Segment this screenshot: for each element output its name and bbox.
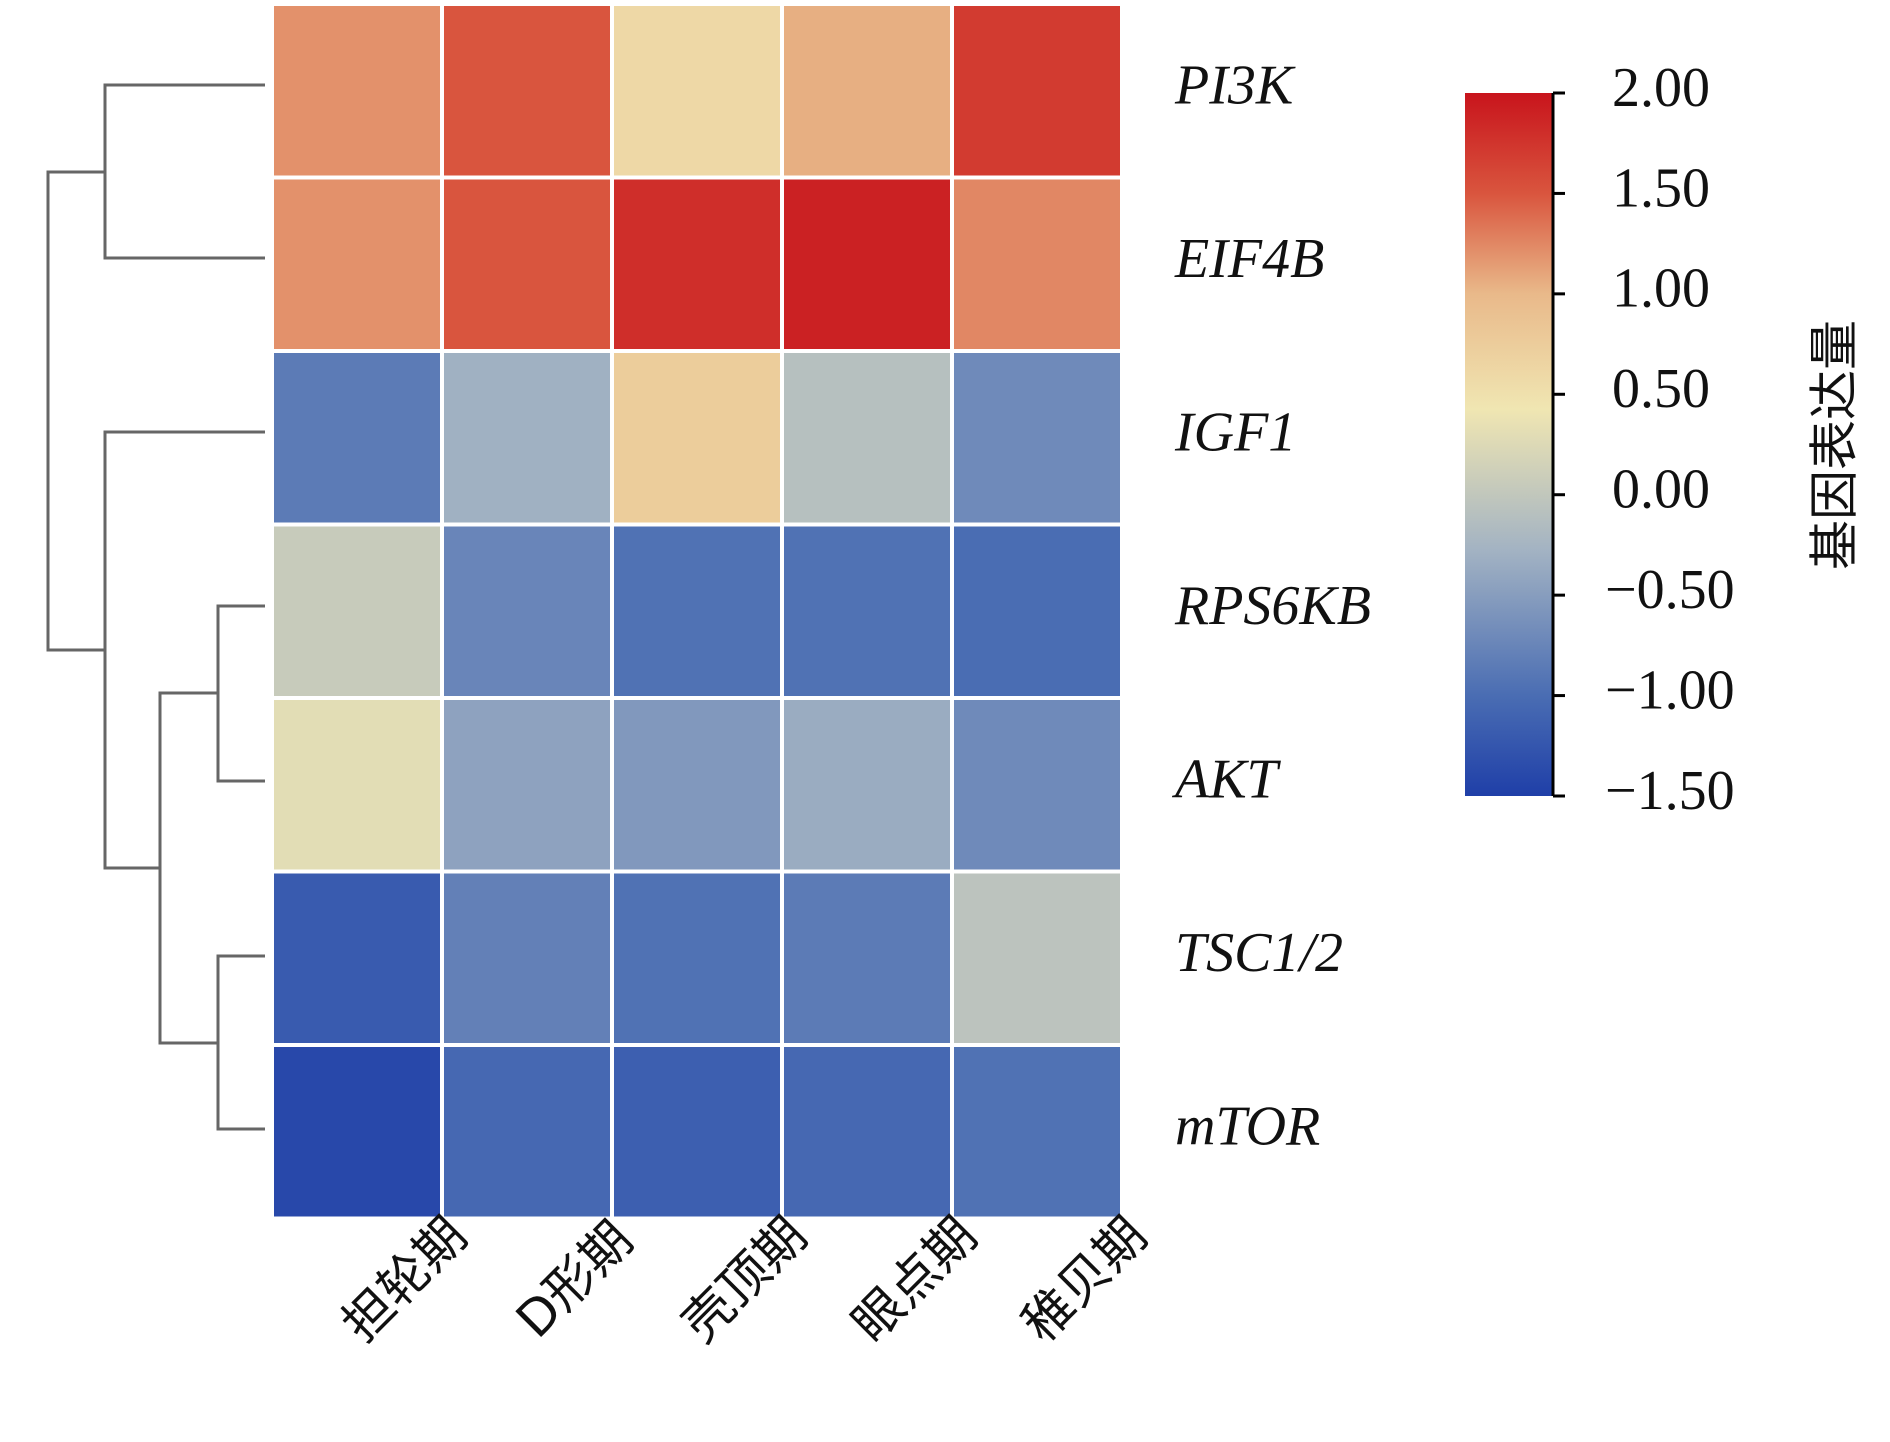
row-label: TSC1/2 [1175,922,1343,984]
heatmap-cell [784,873,950,1043]
heatmap-cell [614,526,780,696]
heatmap-cell [784,6,950,176]
heatmap-cell [954,179,1120,349]
heatmap-cell [614,179,780,349]
heatmap-cell [784,179,950,349]
colorbar-title: 基因表达量 [1806,320,1864,570]
heatmap-cell [954,526,1120,696]
column-label: 壳顶期 [671,1206,818,1353]
column-label: 稚贝期 [1011,1206,1158,1353]
heatmap-cell [274,700,440,870]
heatmap-cell [954,353,1120,523]
column-label: D形期 [505,1210,644,1349]
colorbar-gradient [1465,93,1553,796]
colorbar-tick-label: −1.00 [1605,659,1735,721]
colorbar: 2.00 1.50 1.00 0.50 0.00 −0.50 −1.00 −1.50 基因表达… [1465,57,1864,822]
heatmap-cell [444,700,610,870]
heatmap-cell [784,353,950,523]
dendrogram-line [103,83,265,260]
heatmap-cell [614,700,780,870]
row-label: IGF1 [1174,402,1296,464]
heatmap-cell [954,6,1120,176]
heatmap-cell [784,1047,950,1217]
heatmap-cell [954,700,1120,870]
heatmap-cell [444,353,610,523]
heatmap-cell [954,1047,1120,1217]
colorbar-tick-label: 2.00 [1612,57,1710,119]
dendrogram-line [46,170,105,652]
heatmap-cell [274,1047,440,1217]
row-label: mTOR [1175,1096,1320,1158]
colorbar-tick-label: 1.00 [1612,258,1710,320]
dendrogram-line [216,954,265,1131]
heatmap-cell [274,179,440,349]
row-label: EIF4B [1174,228,1324,290]
heatmap-cells [274,6,1120,1217]
heatmap-cell [444,873,610,1043]
dendrogram-line [158,691,218,1045]
colorbar-ticks: 2.00 1.50 1.00 0.50 0.00 −0.50 −1.00 −1.50 [1553,57,1735,822]
row-label: RPS6KB [1174,575,1371,637]
heatmap-cell [954,873,1120,1043]
heatmap-cell [614,873,780,1043]
row-label: AKT [1171,749,1282,811]
colorbar-tick-label: −1.50 [1605,760,1735,822]
heatmap-cell [274,6,440,176]
heatmap-cell [614,1047,780,1217]
heatmap-cell [614,6,780,176]
column-label: 眼点期 [841,1206,988,1353]
heatmap-cell [784,526,950,696]
dendrogram-line [216,604,265,783]
dendrogram-line [103,430,265,870]
column-labels: 担轮期 D形期 壳顶期 眼点期 稚贝期 [331,1206,1158,1353]
heatmap-cell [274,873,440,1043]
heatmap-cell [614,353,780,523]
row-labels: PI3K EIF4B IGF1 RPS6KB AKT TSC1/2 mTOR [1171,55,1371,1158]
heatmap-cell [784,700,950,870]
row-dendrogram [46,83,265,1131]
colorbar-tick-label: 1.50 [1612,157,1710,219]
colorbar-tick-label: 0.00 [1612,459,1710,521]
heatmap-cell [444,6,610,176]
colorbar-tick-label: 0.50 [1612,358,1710,420]
heatmap-cell [444,179,610,349]
colorbar-tick-label: −0.50 [1605,559,1735,621]
heatmap-cell [274,526,440,696]
heatmap-cell [444,526,610,696]
heatmap-cell [444,1047,610,1217]
heatmap-cell [274,353,440,523]
row-label: PI3K [1174,55,1296,117]
column-label: 担轮期 [331,1206,478,1353]
